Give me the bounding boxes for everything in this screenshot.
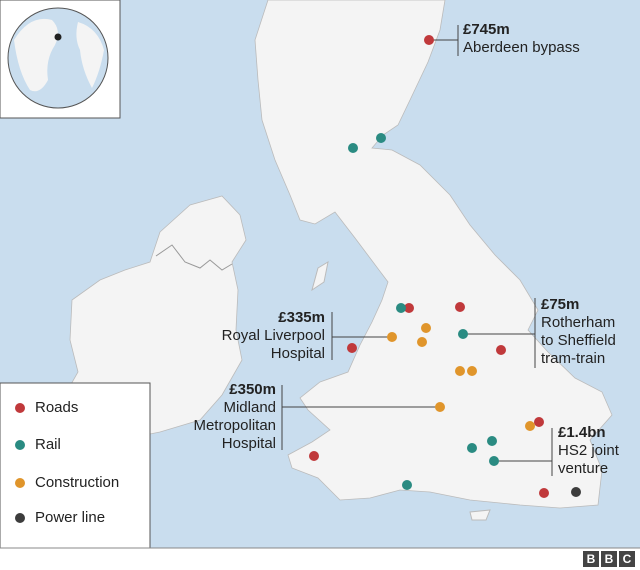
logo-letter: B xyxy=(605,552,614,566)
inset xyxy=(0,0,121,119)
leaders xyxy=(281,25,553,476)
great-britain xyxy=(254,0,613,509)
project-dot xyxy=(417,337,427,347)
project-dot xyxy=(455,366,465,376)
legend-label: Roads xyxy=(35,399,78,416)
project-dots xyxy=(309,35,581,498)
project-dot xyxy=(571,487,581,497)
annotation-amount: £75m xyxy=(541,296,579,313)
ireland xyxy=(61,195,247,441)
annotation-label: Aberdeen bypass xyxy=(463,39,580,56)
legend-swatch xyxy=(15,478,25,488)
logo-letter: C xyxy=(623,552,632,566)
annotation-label: Hospital xyxy=(222,435,276,452)
project-dot xyxy=(348,143,358,153)
leader-line xyxy=(497,428,553,476)
logo-box xyxy=(619,551,635,567)
leader-line xyxy=(331,312,395,360)
annotation-label: to Sheffield xyxy=(541,332,616,349)
project-dot xyxy=(424,35,434,45)
annotation-amount: £1.4bn xyxy=(558,424,606,441)
project-dot xyxy=(487,436,497,446)
globe-land xyxy=(76,22,104,88)
isle-of-wight xyxy=(469,509,491,521)
annotation-label: tram-train xyxy=(541,350,605,367)
annotation-amount: £745m xyxy=(463,21,510,38)
project-dot xyxy=(525,421,535,431)
project-dot xyxy=(458,329,468,339)
border xyxy=(155,244,233,271)
annotation-amount: £350m xyxy=(229,381,276,398)
annotation-label: Rotherham xyxy=(541,314,615,331)
leader-line xyxy=(281,385,437,450)
annotation-label: Midland xyxy=(223,399,276,416)
project-dot xyxy=(404,303,414,313)
annotation-label: Metropolitan xyxy=(193,417,276,434)
annotation-label: Royal Liverpool xyxy=(222,327,325,344)
project-dot xyxy=(347,343,357,353)
footer xyxy=(0,548,640,570)
annotation-label: venture xyxy=(558,460,608,477)
logo-box xyxy=(601,551,617,567)
project-dot xyxy=(435,402,445,412)
project-dot xyxy=(387,332,397,342)
project-dot xyxy=(421,323,431,333)
project-dot xyxy=(539,488,549,498)
legend-label: Rail xyxy=(35,436,61,453)
project-dot xyxy=(467,366,477,376)
annotation-label: HS2 joint xyxy=(558,442,620,459)
legend-label: Construction xyxy=(35,474,119,491)
annotation-amount: £335m xyxy=(278,309,325,326)
legend-swatch xyxy=(15,403,25,413)
globe-marker xyxy=(54,33,62,41)
project-dot xyxy=(467,443,477,453)
legend-label: Power line xyxy=(35,509,105,526)
project-dot xyxy=(534,417,544,427)
project-dot xyxy=(309,451,319,461)
project-dot xyxy=(402,480,412,490)
logo-box xyxy=(583,551,599,567)
legend-swatch xyxy=(15,513,25,523)
project-dot xyxy=(376,133,386,143)
project-dot xyxy=(396,303,406,313)
annotation-label: Hospital xyxy=(271,345,325,362)
project-dot xyxy=(496,345,506,355)
logo-letter: B xyxy=(587,552,596,566)
legend-swatch xyxy=(15,440,25,450)
legend-frame xyxy=(0,382,151,549)
project-dot xyxy=(489,456,499,466)
globe-land xyxy=(14,18,58,92)
leader-line xyxy=(466,298,536,368)
project-dot xyxy=(455,302,465,312)
isle-of-man xyxy=(311,260,329,292)
leader-line xyxy=(432,25,459,56)
